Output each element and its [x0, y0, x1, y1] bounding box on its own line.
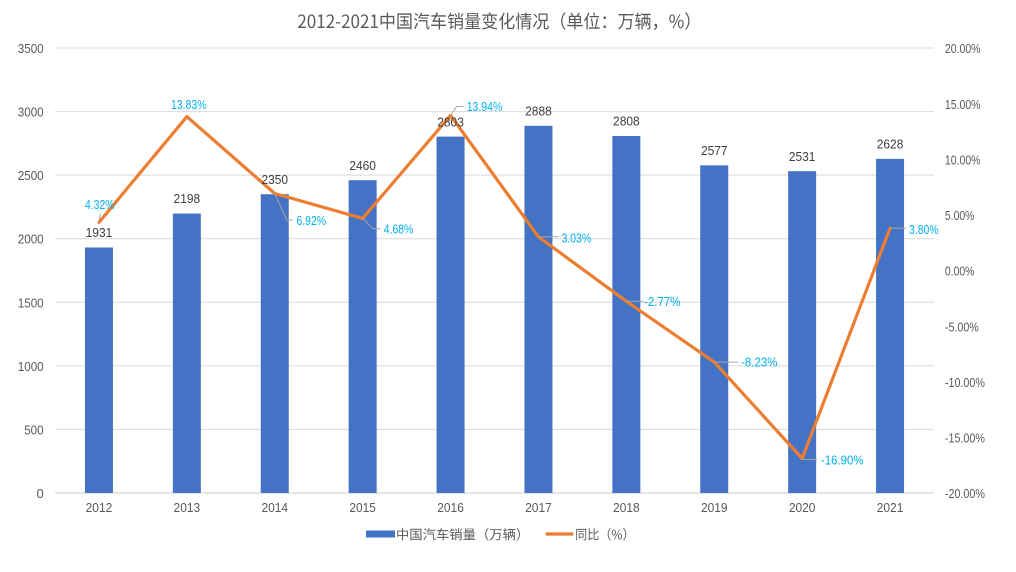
- svg-text:1000: 1000: [18, 359, 44, 374]
- svg-text:-8.23%: -8.23%: [741, 355, 778, 370]
- svg-text:2019: 2019: [701, 500, 728, 515]
- svg-text:2012: 2012: [86, 500, 113, 515]
- svg-text:4.32%: 4.32%: [85, 197, 115, 212]
- svg-text:2018: 2018: [613, 500, 640, 515]
- svg-text:2000: 2000: [18, 232, 44, 247]
- svg-text:2350: 2350: [261, 172, 288, 187]
- svg-text:13.94%: 13.94%: [467, 99, 503, 114]
- svg-text:5.00%: 5.00%: [945, 208, 975, 223]
- svg-text:2808: 2808: [613, 114, 640, 129]
- svg-text:2015: 2015: [349, 500, 376, 515]
- svg-text:20.00%: 20.00%: [945, 41, 981, 56]
- svg-text:15.00%: 15.00%: [945, 97, 981, 112]
- svg-text:2020: 2020: [789, 500, 816, 515]
- svg-text:2017: 2017: [525, 500, 552, 515]
- svg-text:0.00%: 0.00%: [945, 264, 975, 279]
- svg-text:3.80%: 3.80%: [909, 222, 939, 237]
- svg-text:2628: 2628: [877, 137, 904, 152]
- svg-text:-16.90%: -16.90%: [821, 453, 864, 468]
- svg-text:2531: 2531: [789, 149, 816, 164]
- svg-text:2460: 2460: [349, 158, 376, 173]
- svg-text:1931: 1931: [86, 225, 113, 240]
- svg-text:-2.77%: -2.77%: [644, 294, 681, 309]
- svg-text:-5.00%: -5.00%: [945, 319, 979, 334]
- svg-text:-10.00%: -10.00%: [945, 375, 985, 390]
- svg-text:3000: 3000: [18, 105, 44, 120]
- svg-text:1500: 1500: [18, 295, 44, 310]
- svg-text:10.00%: 10.00%: [945, 152, 981, 167]
- svg-text:2021: 2021: [877, 500, 904, 515]
- svg-text:-15.00%: -15.00%: [945, 431, 985, 446]
- svg-text:-20.00%: -20.00%: [945, 486, 985, 501]
- svg-text:2888: 2888: [525, 104, 552, 119]
- svg-text:2198: 2198: [174, 191, 201, 206]
- svg-text:2500: 2500: [18, 168, 44, 183]
- svg-text:2803: 2803: [437, 114, 464, 129]
- svg-text:2013: 2013: [174, 500, 201, 515]
- svg-text:3500: 3500: [18, 41, 44, 56]
- svg-text:3.03%: 3.03%: [562, 231, 592, 246]
- svg-text:500: 500: [24, 422, 44, 437]
- svg-text:2577: 2577: [701, 143, 728, 158]
- svg-text:0: 0: [36, 486, 43, 501]
- svg-text:13.83%: 13.83%: [171, 97, 207, 112]
- svg-text:4.68%: 4.68%: [384, 222, 414, 237]
- svg-text:2016: 2016: [437, 500, 464, 515]
- svg-text:2014: 2014: [261, 500, 288, 515]
- svg-text:6.92%: 6.92%: [297, 213, 327, 228]
